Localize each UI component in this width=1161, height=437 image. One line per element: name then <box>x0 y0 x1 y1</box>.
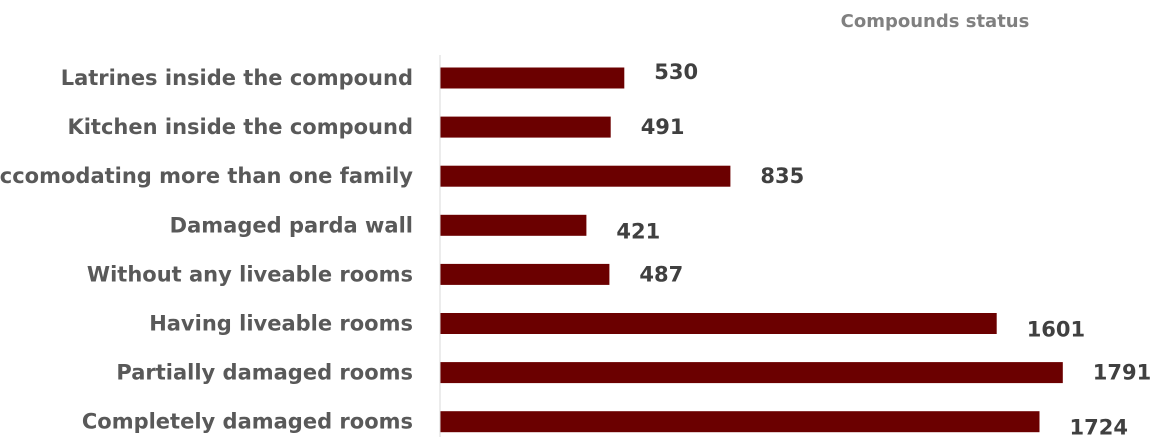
category-label-4: Damaged parda wall <box>170 213 413 237</box>
bars-group <box>440 67 1063 433</box>
bar-3 <box>440 165 731 187</box>
bar-4 <box>440 214 587 236</box>
bar-8 <box>440 411 1040 433</box>
category-label-2: Kitchen inside the compound <box>67 115 413 139</box>
value-labels-group: 530 491 835 421 487 1601 1791 1724 <box>616 60 1151 437</box>
category-label-3: Accomodating more than one family <box>0 164 413 188</box>
category-labels-group: Latrines inside the compound Kitchen insi… <box>0 66 413 434</box>
value-label-7: 1791 <box>1093 361 1151 385</box>
chart-title: Compounds status <box>841 11 1030 32</box>
bar-6 <box>440 313 997 334</box>
bar-2 <box>440 116 611 138</box>
bar-1 <box>440 67 625 89</box>
category-label-5: Without any liveable rooms <box>87 262 413 286</box>
value-label-6: 1601 <box>1027 318 1085 342</box>
bar-5 <box>440 263 610 285</box>
category-label-7: Partially damaged rooms <box>116 361 413 385</box>
value-label-8: 1724 <box>1070 416 1128 437</box>
value-label-1: 530 <box>654 60 698 84</box>
category-label-6: Having liveable rooms <box>149 312 413 336</box>
value-label-5: 487 <box>639 262 683 286</box>
value-label-2: 491 <box>641 115 685 139</box>
value-label-4: 421 <box>616 219 660 243</box>
bar-7 <box>440 362 1063 384</box>
value-label-3: 835 <box>760 164 804 188</box>
category-label-8: Completely damaged rooms <box>82 410 413 434</box>
category-label-1: Latrines inside the compound <box>61 66 413 90</box>
